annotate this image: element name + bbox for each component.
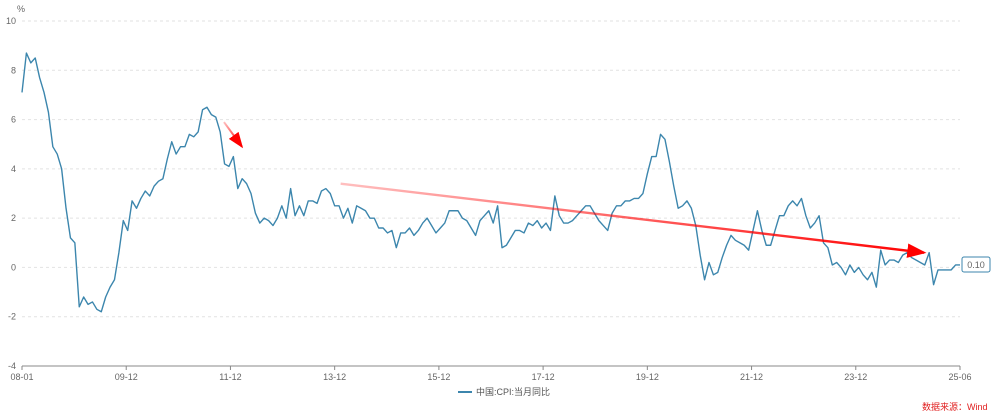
callout-value: 0.10: [967, 260, 985, 270]
x-axis-ticks: 08-01 09-12 11-12 13-12 15-12 17-12 19-12 21-12…: [10, 366, 972, 382]
callout-box: [961, 256, 991, 273]
x-tick-label: 23-12: [844, 372, 867, 382]
trend-arrow: [340, 182, 927, 258]
x-tick-label: 19-12: [636, 372, 659, 382]
y-axis-unit-label: %: [17, 4, 25, 14]
y-tick-label: -4: [8, 361, 16, 371]
y-tick-label: 4: [11, 164, 16, 174]
x-tick-label: 08-01: [10, 372, 33, 382]
x-tick-label: 09-12: [115, 372, 138, 382]
last-value-callout: 0.10: [961, 256, 991, 273]
y-tick-label: 6: [11, 115, 16, 125]
legend-swatch: [458, 390, 472, 393]
trend-arrow: [223, 121, 244, 149]
y-tick-label: -2: [8, 312, 16, 322]
source-note: 数据来源：Wind: [922, 402, 988, 412]
cpi-series-line: [21, 52, 960, 313]
x-tick-label: 11-12: [219, 372, 241, 382]
y-tick-label: 0: [11, 262, 16, 272]
y-tick-label: 8: [11, 65, 16, 75]
grid-lines: [22, 20, 960, 318]
series-layer: [21, 52, 960, 313]
x-tick-label: 15-12: [427, 372, 450, 382]
y-tick-label: 10: [6, 16, 16, 26]
legend: 中国:CPI:当月同比: [458, 385, 550, 398]
y-tick-label: 2: [11, 213, 16, 223]
annotations-layer: [223, 121, 927, 258]
x-tick-label: 13-12: [323, 372, 346, 382]
x-tick-label: 25-06: [948, 372, 971, 382]
y-axis-ticks: 10 8 6 4 2 0 -2 -4: [6, 16, 16, 371]
x-tick-label: 21-12: [740, 372, 763, 382]
x-tick-label: 17-12: [532, 372, 555, 382]
legend-label: 中国:CPI:当月同比: [476, 387, 551, 397]
